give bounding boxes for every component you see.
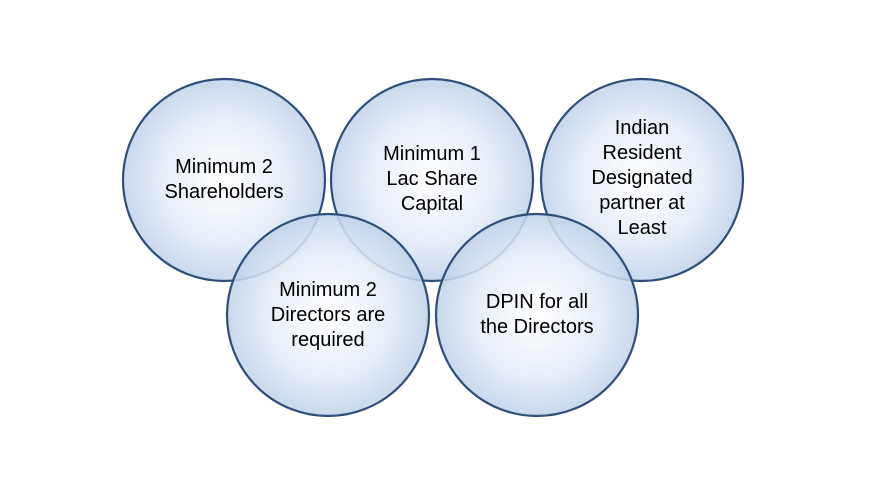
- circle-directors: [225, 212, 431, 418]
- label-resident-partner: Indian Resident Designated partner at Le…: [591, 116, 693, 239]
- label-dpin: DPIN for all the Directors: [480, 291, 594, 338]
- label-share-capital: Minimum 1 Lac Share Capital: [383, 143, 481, 215]
- label-shareholders: Minimum 2 Shareholders: [164, 156, 284, 203]
- circle-dpin: [434, 212, 640, 418]
- label-directors: Minimum 2 Directors are required: [270, 278, 386, 351]
